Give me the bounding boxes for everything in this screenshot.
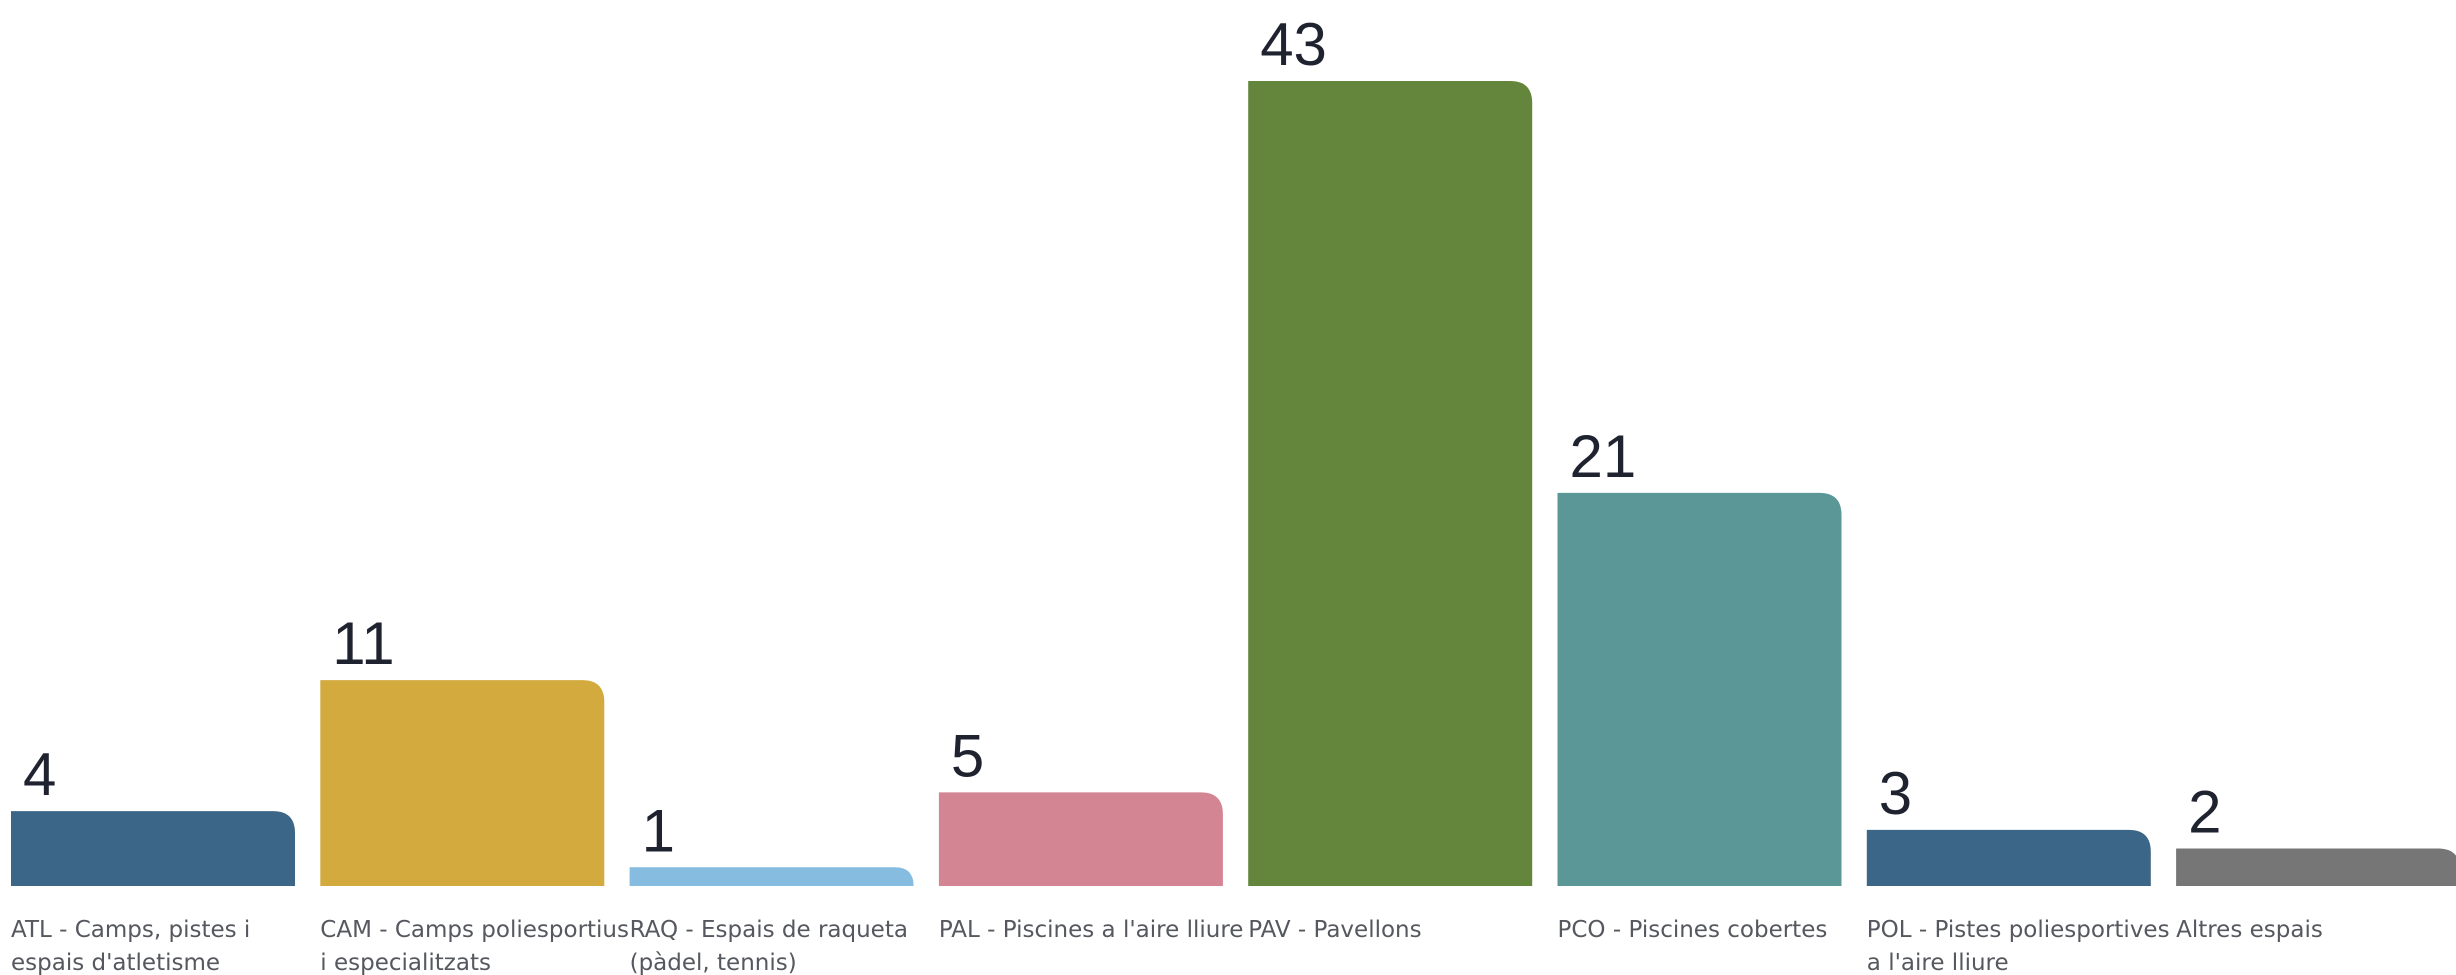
bar-4 — [1248, 81, 1533, 886]
category-label-3: PAL - Piscines a l'aire lliure — [939, 917, 1244, 943]
category-label-6: POL - Pistes poliesportives a l'aire lliu… — [1867, 917, 2170, 975]
value-label-5: 21 — [1570, 423, 1637, 490]
value-label-2: 1 — [642, 797, 675, 864]
category-label-5: PCO - Piscines cobertes — [1558, 917, 1828, 943]
bar-1 — [320, 680, 605, 886]
bar-6 — [1866, 829, 2151, 886]
category-label-4: PAV - Pavellons — [1248, 917, 1421, 943]
category-label-1: CAM - Camps poliesportius i especialitzat… — [320, 917, 629, 975]
bar-0 — [11, 811, 295, 886]
bar-5 — [1557, 492, 1842, 886]
value-label-0: 4 — [23, 741, 56, 808]
bar-2 — [629, 867, 914, 886]
category-label-0: ATL - Camps, pistes i espais d'atletisme — [11, 917, 250, 975]
value-label-7: 2 — [2188, 779, 2221, 846]
category-label-2: RAQ - Espais de raqueta (pàdel, tennis) — [630, 917, 908, 975]
category-label-7: Altres espais — [2176, 917, 2323, 943]
value-label-3: 5 — [951, 722, 984, 789]
value-label-6: 3 — [1879, 760, 1912, 827]
bar-7 — [2176, 848, 2456, 886]
value-label-1: 11 — [332, 610, 394, 677]
value-label-4: 43 — [1260, 11, 1327, 78]
bar-3 — [938, 792, 1223, 886]
